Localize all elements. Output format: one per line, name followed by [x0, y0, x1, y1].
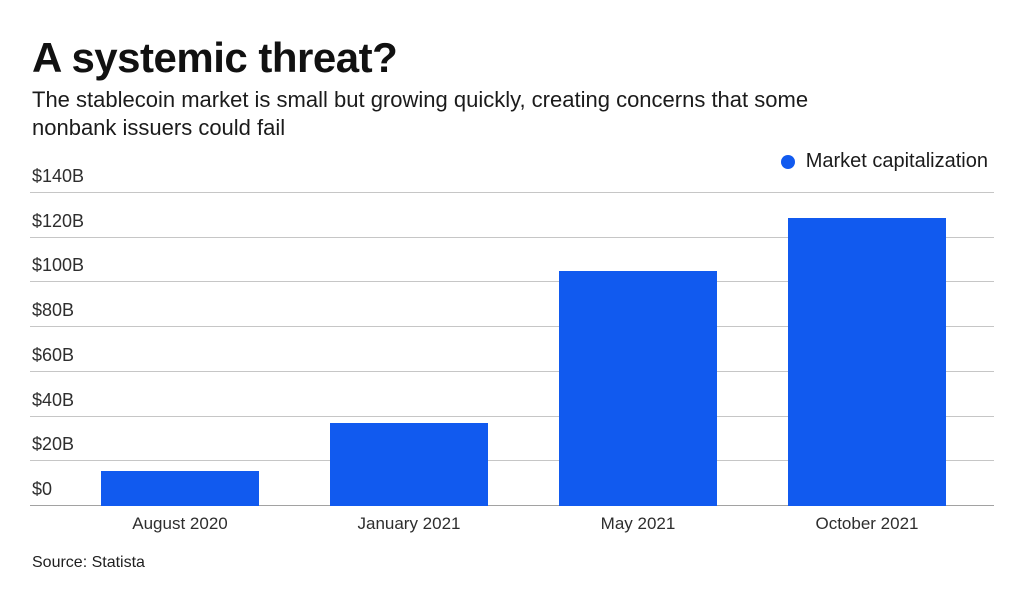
y-gridline	[30, 326, 994, 328]
bar-chart-plot: $0 $20B $40B $60B $80B $100B $120B $140B August …	[30, 166, 994, 533]
y-axis-tick-label: $140B	[32, 166, 85, 186]
y-gridline	[30, 370, 994, 372]
y-gridline	[30, 192, 994, 193]
x-axis-baseline	[30, 505, 994, 506]
legend: Market capitalization	[780, 150, 988, 173]
y-axis-tick-label: $0	[32, 479, 53, 499]
y-gridline	[30, 281, 994, 283]
chart-title: A systemic threat?	[32, 34, 398, 81]
bar-august-2020	[101, 471, 259, 506]
chart-subtitle-line-2: nonbank issuers could fail	[32, 115, 286, 140]
bar-january-2021	[330, 423, 488, 506]
y-axis-tick-label: $60B	[32, 344, 75, 365]
x-axis-label-may-2021: May 2021	[600, 514, 676, 533]
y-axis-tick-label: $80B	[32, 300, 75, 321]
y-axis-tick-label: $100B	[32, 255, 85, 276]
y-axis-tick-label: $40B	[32, 389, 75, 410]
chart-subtitle-line-1: The stablecoin market is small but growi…	[32, 87, 809, 112]
bar-may-2021	[559, 271, 717, 506]
legend-marker-icon	[780, 154, 795, 169]
bar-october-2021	[788, 217, 946, 506]
x-axis-label-october-2021: October 2021	[815, 514, 919, 533]
y-gridline	[30, 415, 994, 417]
source-note: Source: Statista	[32, 554, 145, 571]
y-axis-tick-label: $20B	[32, 434, 75, 455]
legend-label: Market capitalization	[805, 150, 988, 172]
y-axis-tick-label: $120B	[32, 210, 85, 231]
y-gridline	[30, 236, 994, 238]
x-axis-label-january-2021: January 2021	[357, 514, 461, 533]
y-gridline	[30, 460, 994, 462]
chart-subtitle: The stablecoin market is small but growi…	[32, 86, 808, 142]
x-axis-label-august-2020: August 2020	[132, 514, 228, 533]
